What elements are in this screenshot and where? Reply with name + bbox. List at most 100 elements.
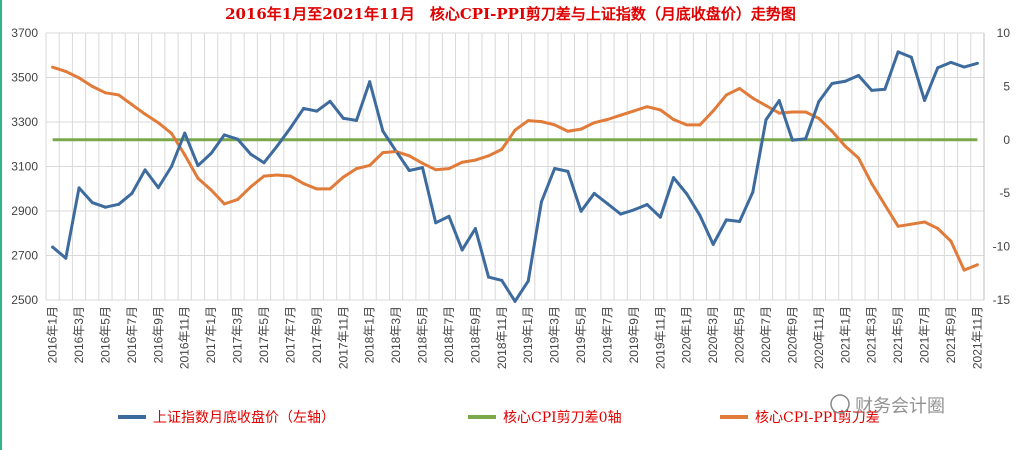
data-point-shanghai-index — [156, 186, 160, 190]
data-point-cpi-ppi-gap — [605, 118, 609, 122]
data-point-cpi-ppi-gap — [856, 156, 860, 160]
data-point-cpi-ppi-gap — [434, 168, 438, 172]
x-tick-label: 2018年3月 — [389, 306, 403, 363]
data-point-shanghai-index — [619, 212, 623, 216]
data-point-shanghai-index — [341, 116, 345, 120]
y-left-tick-label: 2500 — [11, 293, 38, 307]
y-left-tick-label: 2900 — [11, 204, 38, 218]
data-point-cpi-ppi-gap — [90, 84, 94, 88]
data-point-shanghai-index — [302, 106, 306, 110]
x-tick-label: 2021年11月 — [970, 306, 984, 369]
data-point-shanghai-index — [183, 131, 187, 135]
data-point-shanghai-index — [790, 138, 794, 142]
data-point-cpi-ppi-gap — [817, 116, 821, 120]
data-point-cpi-ppi-gap — [262, 174, 266, 178]
data-point-cpi-ppi-gap — [949, 239, 953, 243]
x-tick-label: 2017年11月 — [336, 306, 350, 369]
data-point-shanghai-index — [434, 221, 438, 225]
data-point-shanghai-index — [90, 201, 94, 205]
data-point-shanghai-index — [196, 164, 200, 168]
data-point-cpi-ppi-gap — [738, 87, 742, 91]
data-point-cpi-ppi-gap — [790, 110, 794, 114]
data-point-shanghai-index — [143, 168, 147, 172]
data-point-shanghai-index — [751, 190, 755, 194]
data-point-shanghai-index — [421, 166, 425, 170]
x-tick-label: 2020年1月 — [680, 306, 694, 363]
data-point-shanghai-index — [804, 137, 808, 141]
data-point-cpi-ppi-gap — [777, 111, 781, 115]
data-point-cpi-ppi-gap — [51, 65, 55, 69]
data-point-cpi-ppi-gap — [526, 119, 530, 123]
data-point-cpi-ppi-gap — [711, 109, 715, 113]
data-point-shanghai-index — [51, 245, 55, 249]
y-left-tick-label: 3700 — [11, 26, 38, 40]
data-point-shanghai-index — [883, 87, 887, 91]
data-point-cpi-ppi-gap — [302, 182, 306, 186]
data-point-cpi-ppi-gap — [460, 160, 464, 164]
data-point-cpi-ppi-gap — [764, 104, 768, 108]
data-point-cpi-ppi-gap — [315, 187, 319, 191]
x-tick-label: 2016年9月 — [151, 306, 165, 363]
legend-label: 上证指数月底收盘价（左轴） — [153, 409, 335, 426]
data-point-shanghai-index — [368, 80, 372, 84]
data-point-shanghai-index — [288, 126, 292, 130]
data-point-shanghai-index — [605, 202, 609, 206]
data-point-cpi-ppi-gap — [421, 161, 425, 165]
x-tick-label: 2020年3月 — [706, 306, 720, 363]
data-point-shanghai-index — [658, 215, 662, 219]
data-point-cpi-ppi-gap — [883, 203, 887, 207]
x-tick-label: 2020年11月 — [812, 306, 826, 369]
data-point-shanghai-index — [830, 82, 834, 86]
data-point-cpi-ppi-gap — [328, 187, 332, 191]
data-point-cpi-ppi-gap — [394, 150, 398, 154]
data-point-cpi-ppi-gap — [183, 153, 187, 157]
data-point-cpi-ppi-gap — [870, 182, 874, 186]
x-tick-label: 2020年9月 — [785, 306, 799, 363]
x-tick-label: 2019年7月 — [600, 306, 614, 363]
data-point-shanghai-index — [909, 55, 913, 59]
data-point-shanghai-index — [856, 73, 860, 77]
data-point-cpi-ppi-gap — [804, 110, 808, 114]
y-right-tick-label: -5 — [999, 186, 1010, 200]
data-point-shanghai-index — [236, 137, 240, 141]
x-tick-label: 2016年5月 — [98, 306, 112, 363]
data-point-shanghai-index — [328, 99, 332, 103]
data-point-shanghai-index — [77, 186, 81, 190]
data-point-cpi-ppi-gap — [579, 127, 583, 131]
x-tick-label: 2017年1月 — [204, 306, 218, 363]
x-tick-label: 2018年1月 — [363, 306, 377, 363]
data-point-cpi-ppi-gap — [830, 129, 834, 133]
data-point-shanghai-index — [117, 202, 121, 206]
data-point-cpi-ppi-gap — [553, 123, 557, 127]
x-tick-label: 2016年11月 — [178, 306, 192, 369]
data-point-shanghai-index — [592, 191, 596, 195]
data-point-cpi-ppi-gap — [843, 144, 847, 148]
data-point-shanghai-index — [315, 109, 319, 113]
watermark-logo-icon — [830, 394, 850, 414]
data-point-shanghai-index — [447, 214, 451, 218]
data-point-shanghai-index — [473, 227, 477, 231]
data-point-cpi-ppi-gap — [143, 112, 147, 116]
data-point-shanghai-index — [923, 98, 927, 102]
data-point-shanghai-index — [936, 66, 940, 70]
data-point-shanghai-index — [672, 176, 676, 180]
y-left-tick-label: 3100 — [11, 160, 38, 174]
data-point-shanghai-index — [764, 118, 768, 122]
x-tick-label: 2019年1月 — [521, 306, 535, 363]
x-tick-label: 2016年1月 — [46, 306, 60, 363]
data-point-shanghai-index — [381, 129, 385, 133]
y-left-tick-label: 2700 — [11, 249, 38, 263]
data-point-shanghai-index — [249, 152, 253, 156]
data-point-shanghai-index — [275, 144, 279, 148]
data-point-shanghai-index — [500, 278, 504, 282]
legend-label: 核心CPI-PPI剪刀差 — [755, 410, 880, 426]
data-point-shanghai-index — [566, 169, 570, 173]
data-point-shanghai-index — [724, 218, 728, 222]
data-point-cpi-ppi-gap — [103, 91, 107, 95]
x-tick-label: 2019年11月 — [653, 306, 667, 369]
data-point-cpi-ppi-gap — [156, 121, 160, 125]
data-point-shanghai-index — [817, 100, 821, 104]
chart-title: 2016年1月至2021年11月 核心CPI-PPI剪刀差与上证指数（月底收盘价… — [225, 5, 796, 23]
data-point-cpi-ppi-gap — [354, 167, 358, 171]
x-tick-label: 2021年9月 — [944, 306, 958, 363]
